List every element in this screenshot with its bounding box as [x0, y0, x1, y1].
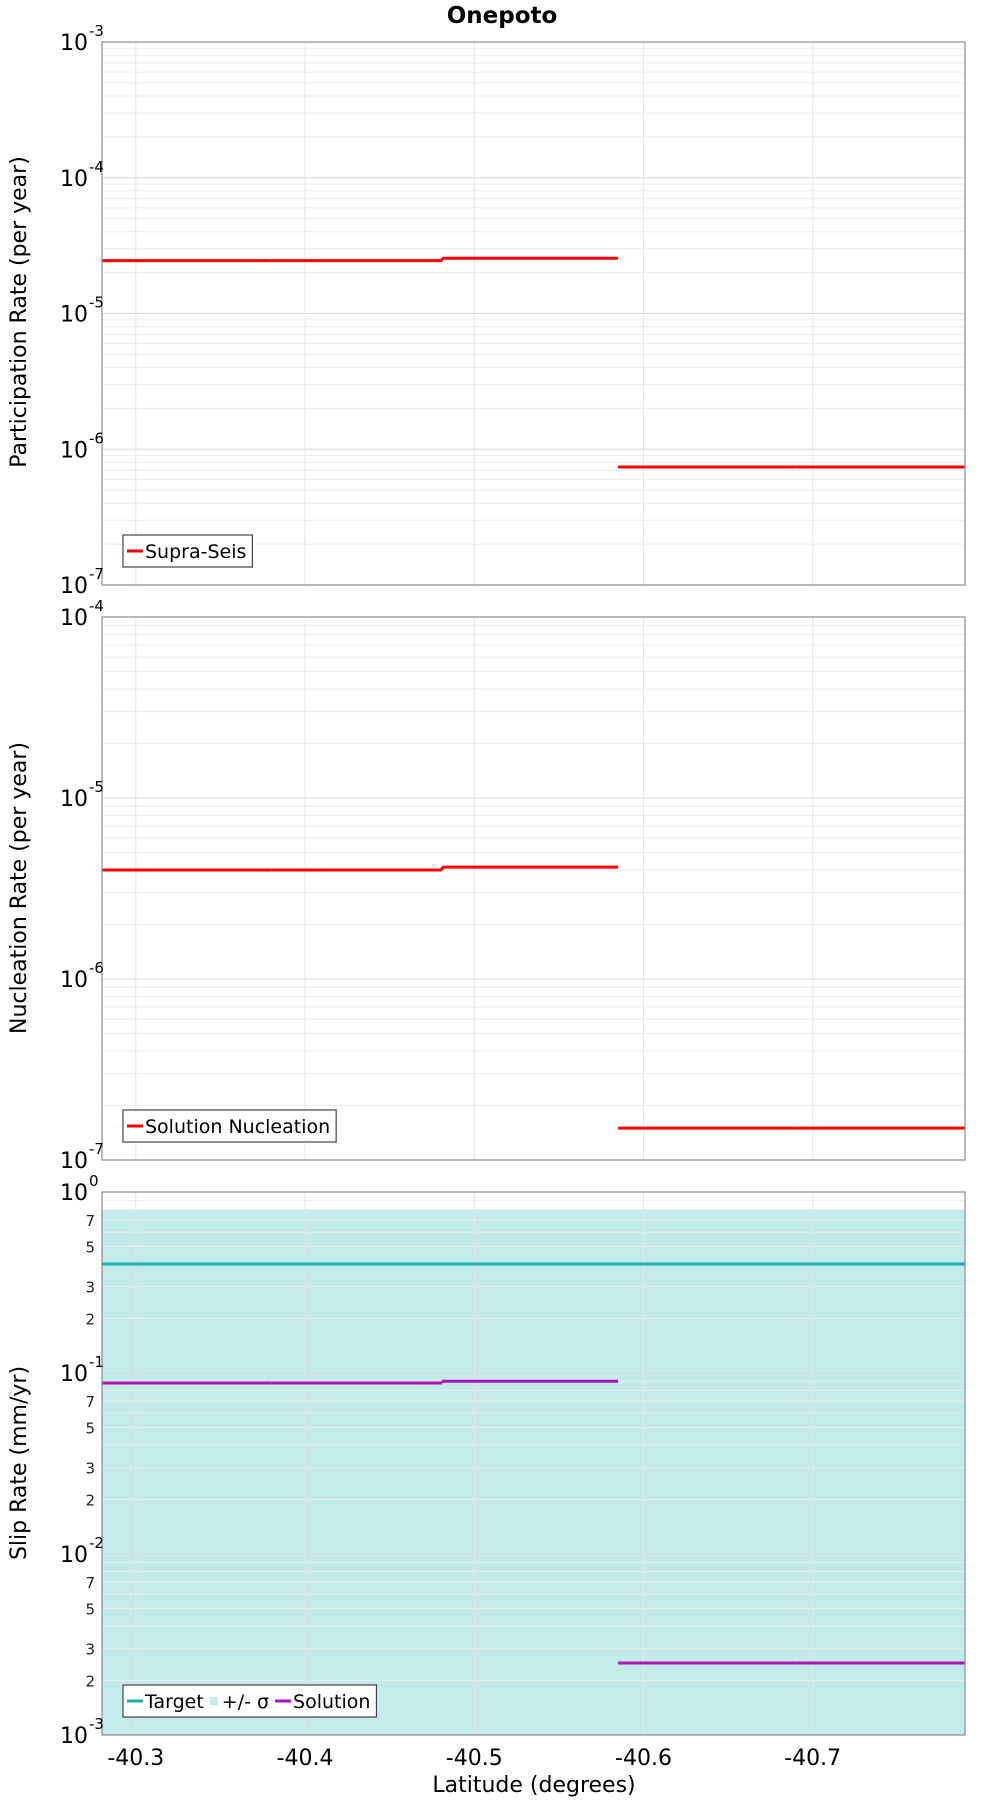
y-tick-exponent: -7: [89, 1140, 104, 1158]
y-tick-label: 10-5: [60, 294, 104, 328]
nucleation-rate-panel: Nucleation Rate (per year) 10-7 10-6 10-5 1…: [7, 597, 966, 1174]
legend-label-target: Target: [144, 1691, 204, 1713]
y-tick-exponent: -1: [89, 1353, 104, 1371]
y-tick-exponent: -3: [89, 22, 104, 40]
y-minor-tick-label: 7: [85, 1212, 95, 1230]
x-tick-label: -40.6: [615, 1746, 672, 1771]
y-minor-tick-label: 5: [85, 1600, 95, 1618]
y-minor-tick-label: 3: [85, 1641, 95, 1659]
x-tick-label: -40.5: [446, 1746, 503, 1771]
y-minor-tick-label: 2: [85, 1492, 95, 1510]
y-tick-exponent: -3: [89, 1715, 104, 1733]
plot-area: [102, 617, 965, 1160]
plot-frame: [101, 41, 966, 586]
plot-frame: [101, 616, 966, 1161]
legend-box: [122, 1684, 378, 1718]
x-tick-label: -40.7: [784, 1746, 841, 1771]
y-minor-tick-label: 2: [85, 1673, 95, 1691]
y-tick-label: 10-6: [60, 429, 104, 463]
legend: Target +/- σ Solution: [122, 1684, 378, 1718]
y-tick-label: 100: [60, 1172, 99, 1206]
y-tick-exponent: -4: [89, 158, 104, 176]
y-tick-label: 10-4: [60, 597, 104, 631]
x-tick-label: -40.3: [107, 1746, 164, 1771]
y-tick-exponent: -4: [89, 597, 104, 615]
x-tick-label: -40.4: [277, 1746, 334, 1771]
sigma-band: [102, 1209, 965, 1735]
slip-rate-y-axis-label: Slip Rate (mm/yr): [7, 1366, 32, 1560]
y-minor-tick-label: 5: [85, 1419, 95, 1437]
legend-swatch-sigma: [209, 1697, 218, 1705]
y-tick-label: 10-1: [60, 1353, 104, 1387]
y-tick-exponent: -5: [89, 294, 104, 312]
y-minor-tick-label: 2: [85, 1311, 95, 1329]
y-minor-tick-label: 7: [85, 1393, 95, 1411]
legend-label-solution-nucleation: Solution Nucleation: [145, 1116, 330, 1138]
legend-label-supra-seis: Supra-Seis: [145, 541, 246, 563]
y-tick-label: 10-7: [60, 565, 104, 599]
y-minor-tick-label: 3: [85, 1279, 95, 1297]
participation-rate-panel: Participation Rate (per year) 10-7 10-6 10…: [7, 22, 966, 599]
y-tick-label: 10-3: [60, 22, 104, 56]
x-axis-label: Latitude (degrees): [432, 1773, 635, 1798]
y-tick-label: 10-6: [60, 959, 104, 993]
y-tick-exponent: -6: [89, 959, 104, 977]
y-tick-label: 10-3: [60, 1715, 104, 1749]
legend: Supra-Seis: [122, 534, 254, 568]
legend-label-solution: Solution: [293, 1691, 370, 1713]
y-tick-exponent: -6: [89, 429, 104, 447]
y-tick-label: 10-5: [60, 778, 104, 812]
participation-rate-y-axis-label: Participation Rate (per year): [7, 156, 32, 468]
y-tick-label: 10-2: [60, 1534, 104, 1568]
y-tick-exponent: -7: [89, 565, 104, 583]
chart-title: Onepoto: [447, 3, 558, 29]
legend: Solution Nucleation: [122, 1109, 337, 1143]
y-minor-tick-label: 5: [85, 1238, 95, 1256]
legend-label-sigma: +/- σ: [222, 1691, 269, 1713]
y-minor-tick-label: 3: [85, 1460, 95, 1478]
slip-rate-panel: Slip Rate (mm/yr) 10-3 10-2 10-1 100 2 3 5 7 2 3 5…: [7, 1172, 966, 1771]
legend-box: [122, 1109, 337, 1143]
y-tick-exponent: -5: [89, 778, 104, 796]
y-tick-exponent: 0: [89, 1172, 99, 1190]
nucleation-rate-y-axis-label: Nucleation Rate (per year): [7, 742, 32, 1034]
y-tick-label: 10-4: [60, 158, 104, 192]
y-tick-label: 10-7: [60, 1140, 104, 1174]
y-tick-exponent: -2: [89, 1534, 104, 1552]
legend-box: [122, 534, 254, 568]
y-minor-tick-label: 7: [85, 1574, 95, 1592]
plot-frame: [101, 1191, 966, 1736]
